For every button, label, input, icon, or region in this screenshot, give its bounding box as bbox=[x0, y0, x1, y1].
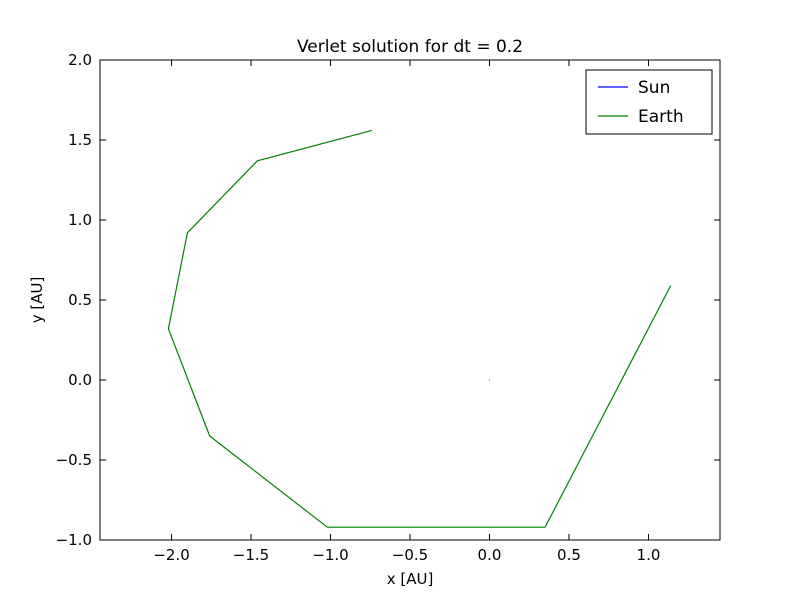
x-axis-label: x [AU] bbox=[387, 570, 434, 588]
x-tick-label: −0.5 bbox=[392, 546, 428, 564]
y-tick-label: −1.0 bbox=[56, 531, 92, 549]
y-tick-label: 0.0 bbox=[68, 371, 92, 389]
series-layer bbox=[167, 129, 672, 528]
x-tick-label: −1.0 bbox=[312, 546, 348, 564]
y-axis-label: y [AU] bbox=[28, 277, 46, 324]
x-tick-label: 0.5 bbox=[557, 546, 581, 564]
y-tick-label: 1.0 bbox=[68, 211, 92, 229]
y-tick-label: 1.5 bbox=[68, 131, 92, 149]
chart-title: Verlet solution for dt = 0.2 bbox=[297, 37, 523, 57]
legend-box bbox=[585, 69, 713, 135]
y-tick-label: 2.0 bbox=[68, 51, 92, 69]
legend: Sun Earth bbox=[585, 69, 713, 135]
x-tick-label: 0.0 bbox=[478, 546, 502, 564]
legend-label-sun: Sun bbox=[638, 78, 670, 98]
ticks-layer: −2.0 −1.5 −1.0 −0.5 0.0 0.5 1.0 −1.0 −0.5 0.0 0.5 1… bbox=[56, 51, 720, 564]
series-line-earth bbox=[167, 129, 672, 528]
x-tick-label: −1.5 bbox=[233, 546, 269, 564]
legend-label-earth: Earth bbox=[638, 107, 684, 127]
y-tick-label: −0.5 bbox=[56, 451, 92, 469]
x-tick-label: −2.0 bbox=[153, 546, 189, 564]
y-tick-label: 0.5 bbox=[68, 291, 92, 309]
x-tick-label: 1.0 bbox=[637, 546, 661, 564]
